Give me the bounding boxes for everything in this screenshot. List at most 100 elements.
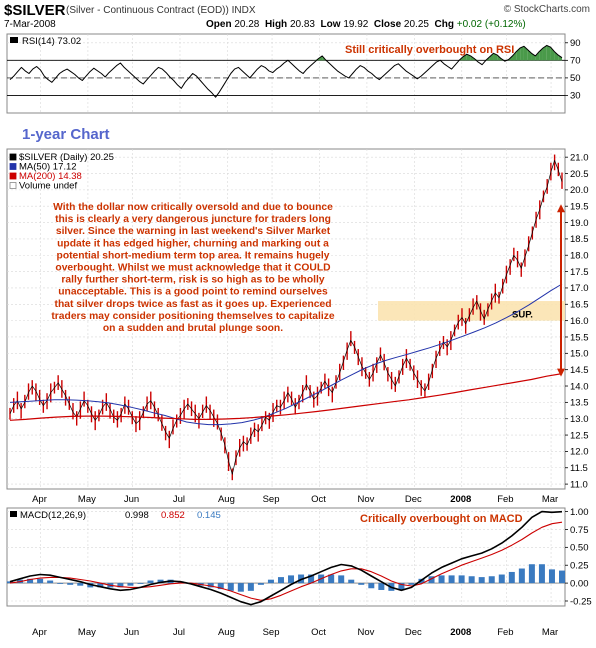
high-label: High [264, 19, 288, 30]
macd-x-tick-label: Jul [173, 627, 185, 638]
commentary-line: update it has edged higher, churning and… [57, 238, 329, 249]
macd-x-tick-label: Mar [542, 627, 558, 638]
macd-histogram-bar [308, 574, 315, 584]
rsi-annotation: Still critically overbought on RSI [345, 44, 514, 56]
commentary-line: potential short-medium term top area. It… [57, 250, 330, 261]
macd-x-tick-label: Nov [357, 627, 374, 638]
macd-histogram-bar [368, 583, 375, 589]
high-value: 20.83 [289, 19, 315, 30]
macd-histogram-bar [47, 580, 54, 584]
price-legend-swatch [9, 163, 17, 170]
macd-histogram-bar [27, 578, 34, 584]
macd-histogram-bar [348, 579, 355, 584]
macd-line [9, 510, 563, 606]
chart-date: 7-Mar-2008 [4, 19, 56, 30]
macd-histogram-bar [37, 578, 44, 584]
price-x-tick-label: Mar [542, 494, 558, 505]
macd-value-3: 0.145 [197, 510, 221, 521]
price-y-tick-label: 11.0 [570, 479, 588, 490]
rsi-overbought-fill [546, 45, 551, 61]
price-x-tick-label: May [78, 494, 96, 505]
macd-histogram-bar [378, 583, 385, 590]
open-label: Open [206, 19, 232, 30]
macd-y-tick-label: 1.00 [570, 507, 589, 518]
macd-histogram-bar [127, 583, 134, 586]
ma50-line [9, 283, 563, 426]
rsi-y-tick-label: 70 [570, 56, 581, 67]
macd-annotation: Critically overbought on MACD [360, 513, 523, 525]
macd-histogram-bar [147, 580, 154, 584]
price-close-line [9, 160, 563, 475]
macd-x-tick-label: Oct [311, 627, 326, 638]
price-y-tick-label: 16.0 [570, 316, 589, 327]
macd-histogram-bar [498, 574, 505, 584]
price-y-tick-label: 16.5 [570, 300, 589, 311]
macd-histogram-bar [257, 583, 264, 585]
macd-histogram-bar [288, 575, 295, 584]
macd-y-tick-label: 0.75 [570, 525, 589, 536]
macd-x-tick-label: Aug [218, 627, 235, 638]
macd-histogram-bar [528, 564, 535, 584]
macd-x-tick-label: Apr [32, 627, 47, 638]
macd-histogram-bar [227, 583, 234, 591]
rsi-overbought-fill [531, 53, 536, 61]
macd-histogram-bar [538, 564, 545, 584]
macd-histogram-bar [358, 583, 365, 585]
macd-y-tick-label: 0.25 [570, 561, 589, 572]
commentary-line: With the dollar now critically oversold … [53, 202, 333, 213]
low-value: 19.92 [343, 19, 369, 30]
price-legend-swatch [9, 182, 17, 189]
macd-x-tick-label: Dec [405, 627, 422, 638]
commentary-line: traders may consider positioning themsel… [51, 311, 335, 322]
macd-value-1: 0.998 [125, 510, 149, 521]
rsi-y-tick-label: 50 [570, 73, 581, 84]
macd-histogram-bar [508, 571, 515, 584]
commentary-line: that silver drops twice as fast as it go… [55, 299, 332, 310]
ma200-line [9, 373, 563, 421]
macd-y-tick-label: -0.25 [570, 596, 592, 607]
macd-signal-line [9, 521, 563, 601]
ohlc-readout: Open 20.28 High 20.83 Low 19.92 Close 20… [206, 19, 526, 30]
rsi-overbought-fill [463, 54, 467, 61]
rsi-label: RSI(14) 73.02 [22, 36, 81, 47]
price-y-tick-label: 18.5 [570, 234, 589, 245]
macd-histogram-bar [328, 574, 335, 584]
rsi-overbought-fill [535, 51, 540, 61]
price-x-tick-label: Jul [173, 494, 185, 505]
price-y-tick-label: 21.0 [570, 152, 589, 163]
price-legend-swatch [9, 172, 17, 180]
price-legend-3: MA(200) 14.38 [19, 171, 82, 182]
price-y-tick-label: 13.0 [570, 414, 589, 425]
macd-legend-swatch [10, 511, 17, 517]
rsi-legend-swatch [10, 37, 18, 43]
price-y-tick-label: 19.5 [570, 202, 589, 213]
macd-histogram-bar [408, 583, 415, 585]
macd-histogram-bar [478, 577, 485, 584]
chg-label: Chg [434, 19, 454, 30]
price-x-tick-label: Apr [32, 494, 47, 505]
rsi-overbought-fill [523, 46, 528, 61]
price-legend-2: MA(50) 17.12 [19, 162, 77, 173]
macd-x-tick-label: Feb [497, 627, 513, 638]
rsi-line [9, 44, 563, 98]
macd-histogram-bar [267, 579, 274, 584]
price-legend-1: $SILVER (Daily) 20.25 [19, 152, 114, 163]
rsi-y-tick-label: 30 [570, 91, 581, 102]
price-y-tick-label: 12.0 [570, 447, 589, 458]
price-x-tick-label: Feb [497, 494, 513, 505]
price-y-tick-label: 20.5 [570, 169, 589, 180]
rsi-panel [6, 33, 566, 114]
close-label: Close [373, 19, 402, 30]
macd-histogram-bar [518, 568, 525, 584]
price-y-tick-label: 14.0 [570, 381, 589, 392]
rsi-overbought-fill [550, 47, 555, 61]
price-x-tick-label: Sep [263, 494, 280, 505]
one-year-chart-note: 1-year Chart [22, 126, 110, 143]
rsi-overbought-fill [489, 53, 494, 61]
macd-histogram-bar [438, 575, 445, 584]
macd-panel [6, 507, 566, 607]
macd-histogram-bar [97, 583, 104, 588]
commentary-line: rally further short-term, risk is so hig… [61, 275, 324, 286]
macd-x-tick-label: Sep [263, 627, 280, 638]
